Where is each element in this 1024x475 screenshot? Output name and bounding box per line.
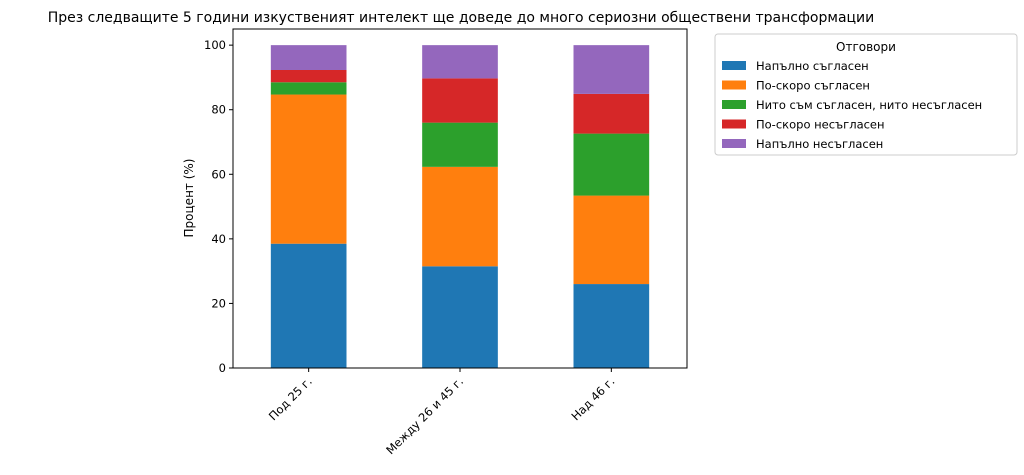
legend-title: Отговори <box>836 40 896 54</box>
bar-segment <box>270 243 347 368</box>
y-tick-label: 0 <box>219 361 226 375</box>
y-axis-label: Процент (%) <box>182 159 196 238</box>
bar-segment <box>422 78 498 123</box>
legend-swatch <box>722 100 746 109</box>
bar-segment <box>573 45 650 94</box>
bar-segment <box>270 45 347 70</box>
y-tick-label: 20 <box>211 296 226 310</box>
legend-swatch <box>722 61 746 70</box>
legend-entry-label: По-скоро съгласен <box>756 79 870 93</box>
y-tick-label: 60 <box>211 167 226 181</box>
legend-entry-label: Нито съм съгласен, нито несъгласен <box>756 98 982 112</box>
bar-segment <box>573 133 650 196</box>
y-axis: 0 20 40 60 80 100 <box>204 38 233 375</box>
y-tick-label: 100 <box>204 38 226 52</box>
bar-segment <box>573 93 650 134</box>
bar-segment <box>422 166 498 267</box>
bar-segment <box>422 266 498 368</box>
x-tick-label: Между 26 и 45 г. <box>383 374 466 457</box>
legend-swatch <box>722 139 746 148</box>
bar-segment <box>270 82 347 95</box>
legend-entry-label: Напълно съгласен <box>756 59 869 73</box>
legend-swatch <box>722 119 746 129</box>
x-axis: Под 25 г. Между 26 и 45 г. Над 46 г. <box>266 368 617 457</box>
y-tick-label: 80 <box>211 103 226 117</box>
legend-items: Напълно съгласен По-скоро съгласен Нито съ… <box>722 59 982 151</box>
bar-segment <box>422 45 498 79</box>
legend-swatch <box>722 80 746 90</box>
bars-layer <box>270 45 650 368</box>
bar-segment <box>573 284 650 368</box>
bar-segment <box>270 94 347 244</box>
legend-entry-label: Напълно несъгласен <box>756 137 883 151</box>
legend-box <box>714 33 1018 156</box>
bar-segment <box>573 195 650 285</box>
legend-entry-label: По-скоро несъгласен <box>756 118 885 132</box>
bar-segment <box>422 122 498 167</box>
x-tick-label: Под 25 г. <box>266 374 315 423</box>
legend: Отговори Напълно съгласен По-скоро съглас… <box>714 33 1018 156</box>
x-tick-label: Над 46 г. <box>568 374 617 423</box>
y-tick-label: 40 <box>211 232 226 246</box>
bar-segment <box>270 70 347 83</box>
chart-title: През следващите 5 години изкуственият ин… <box>48 10 875 26</box>
